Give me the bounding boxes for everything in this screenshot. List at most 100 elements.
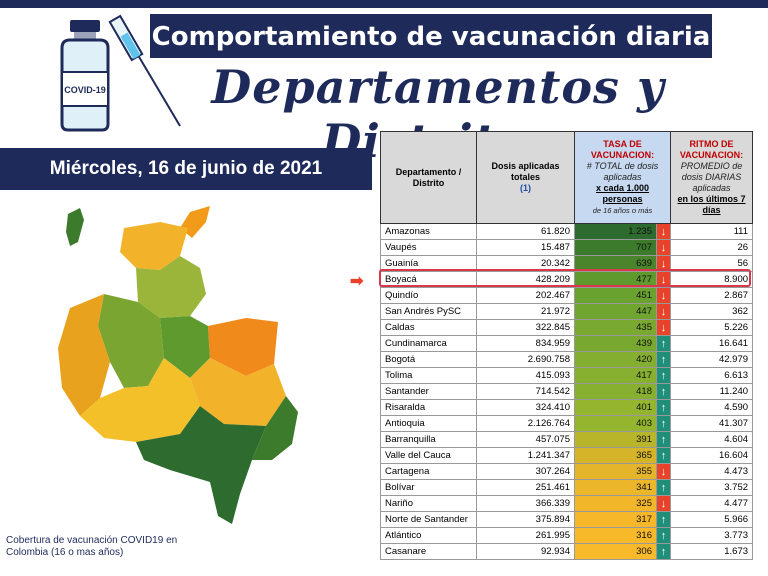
dosis-cell: 15.487 [476, 239, 575, 256]
table-row: Barranquilla 457.075 391 ↑ 4.604 [380, 431, 754, 448]
dept-cell: Quindío [380, 287, 477, 304]
trend-arrow-icon: ↑ [656, 399, 672, 416]
ritmo-cell: 111 [670, 223, 754, 240]
vial-label: COVID-19 [64, 85, 106, 95]
map-region-pacifico [58, 294, 110, 416]
tasa-cell: 401 [574, 399, 657, 416]
ritmo-cell: 3.752 [670, 479, 754, 496]
ritmo-cell: 1.673 [670, 543, 754, 560]
dosis-cell: 2.690.758 [476, 351, 575, 368]
ritmo-cell: 8.900 [670, 271, 754, 288]
table-row: San Andrés PySC 21.972 447 ↓ 362 [380, 303, 754, 320]
dept-cell: San Andrés PySC [380, 303, 477, 320]
map-region-guainia [252, 396, 298, 460]
table-row: Santander 714.542 418 ↑ 11.240 [380, 383, 754, 400]
dept-cell: Risaralda [380, 399, 477, 416]
trend-arrow-icon: ↓ [656, 271, 672, 288]
table-row: Casanare 92.934 306 ↑ 1.673 [380, 543, 754, 560]
dept-cell: Boyacá [380, 271, 477, 288]
trend-arrow-icon: ↓ [656, 463, 672, 480]
dosis-cell: 457.075 [476, 431, 575, 448]
map-region-norte [136, 256, 206, 318]
dept-cell: Bogotá [380, 351, 477, 368]
dosis-cell: 324.410 [476, 399, 575, 416]
dosis-cell: 415.093 [476, 367, 575, 384]
trend-arrow-icon: ↑ [656, 447, 672, 464]
table-row: Caldas 322.845 435 ↓ 5.226 [380, 319, 754, 336]
dosis-cell: 307.264 [476, 463, 575, 480]
top-band [0, 0, 768, 8]
tasa-cell: 439 [574, 335, 657, 352]
ritmo-cell: 362 [670, 303, 754, 320]
trend-arrow-icon: ↓ [656, 303, 672, 320]
ritmo-cell: 26 [670, 239, 754, 256]
trend-arrow-icon: ↑ [656, 351, 672, 368]
tasa-cell: 365 [574, 447, 657, 464]
ritmo-cell: 4.477 [670, 495, 754, 512]
map-region-caribe [120, 222, 188, 270]
ritmo-cell: 5.966 [670, 511, 754, 528]
trend-arrow-icon: ↓ [656, 495, 672, 512]
dept-cell: Santander [380, 383, 477, 400]
dept-cell: Norte de Santander [380, 511, 477, 528]
ritmo-cell: 4.473 [670, 463, 754, 480]
col-header-dosis: Dosis aplicadas totales (1) [476, 131, 575, 224]
tasa-cell: 447 [574, 303, 657, 320]
tasa-cell: 418 [574, 383, 657, 400]
dept-cell: Barranquilla [380, 431, 477, 448]
tasa-cell: 435 [574, 319, 657, 336]
tasa-cell: 391 [574, 431, 657, 448]
tasa-cell: 477 [574, 271, 657, 288]
tasa-cell: 639 [574, 255, 657, 272]
dosis-cell: 61.820 [476, 223, 575, 240]
dosis-cell: 202.467 [476, 287, 575, 304]
trend-arrow-icon: ↑ [656, 511, 672, 528]
ritmo-cell: 2.867 [670, 287, 754, 304]
table-row: Valle del Cauca 1.241.347 365 ↑ 16.604 [380, 447, 754, 464]
trend-arrow-icon: ↑ [656, 527, 672, 544]
table-row: Antioquia 2.126.764 403 ↑ 41.307 [380, 415, 754, 432]
page-title: Comportamiento de vacunación diaria [151, 22, 711, 52]
table-row: Nariño 366.339 325 ↓ 4.477 [380, 495, 754, 512]
tasa-cell: 306 [574, 543, 657, 560]
trend-arrow-icon: ↑ [656, 383, 672, 400]
dept-cell: Casanare [380, 543, 477, 560]
dosis-cell: 714.542 [476, 383, 575, 400]
dosis-cell: 2.126.764 [476, 415, 575, 432]
table-row: Amazonas 61.820 1.235 ↓ 111 [380, 223, 754, 240]
ritmo-cell: 4.604 [670, 431, 754, 448]
tasa-cell: 1.235 [574, 223, 657, 240]
syringe-icon [108, 14, 181, 127]
dosis-cell: 261.995 [476, 527, 575, 544]
ritmo-cell: 16.641 [670, 335, 754, 352]
dosis-cell: 1.241.347 [476, 447, 575, 464]
ritmo-cell: 11.240 [670, 383, 754, 400]
table-row: Bogotá 2.690.758 420 ↑ 42.979 [380, 351, 754, 368]
dosis-cell: 834.959 [476, 335, 575, 352]
trend-arrow-icon: ↓ [656, 223, 672, 240]
ritmo-cell: 56 [670, 255, 754, 272]
dosis-cell: 428.209 [476, 271, 575, 288]
trend-arrow-icon: ↓ [656, 255, 672, 272]
ritmo-cell: 41.307 [670, 415, 754, 432]
trend-arrow-icon: ↑ [656, 415, 672, 432]
map-region-sur [80, 358, 200, 442]
tasa-cell: 316 [574, 527, 657, 544]
dosis-cell: 375.894 [476, 511, 575, 528]
table-row: Norte de Santander 375.894 317 ↑ 5.966 [380, 511, 754, 528]
trend-arrow-icon: ↓ [656, 319, 672, 336]
table-row: Guainía 20.342 639 ↓ 56 [380, 255, 754, 272]
dosis-cell: 251.461 [476, 479, 575, 496]
tasa-cell: 420 [574, 351, 657, 368]
trend-arrow-icon: ↓ [656, 287, 672, 304]
vaccine-vial-icon: COVID-19 [60, 14, 181, 132]
tasa-cell: 355 [574, 463, 657, 480]
dept-cell: Amazonas [380, 223, 477, 240]
dept-cell: Bolívar [380, 479, 477, 496]
dosis-cell: 322.845 [476, 319, 575, 336]
trend-arrow-icon: ↓ [656, 239, 672, 256]
highlight-arrow-icon: ➡ [350, 273, 364, 290]
dept-cell: Cundinamarca [380, 335, 477, 352]
col-header-tasa: TASA DE VACUNACION: # TOTAL de dosis apl… [573, 131, 672, 224]
map-region-llanos [208, 318, 278, 376]
